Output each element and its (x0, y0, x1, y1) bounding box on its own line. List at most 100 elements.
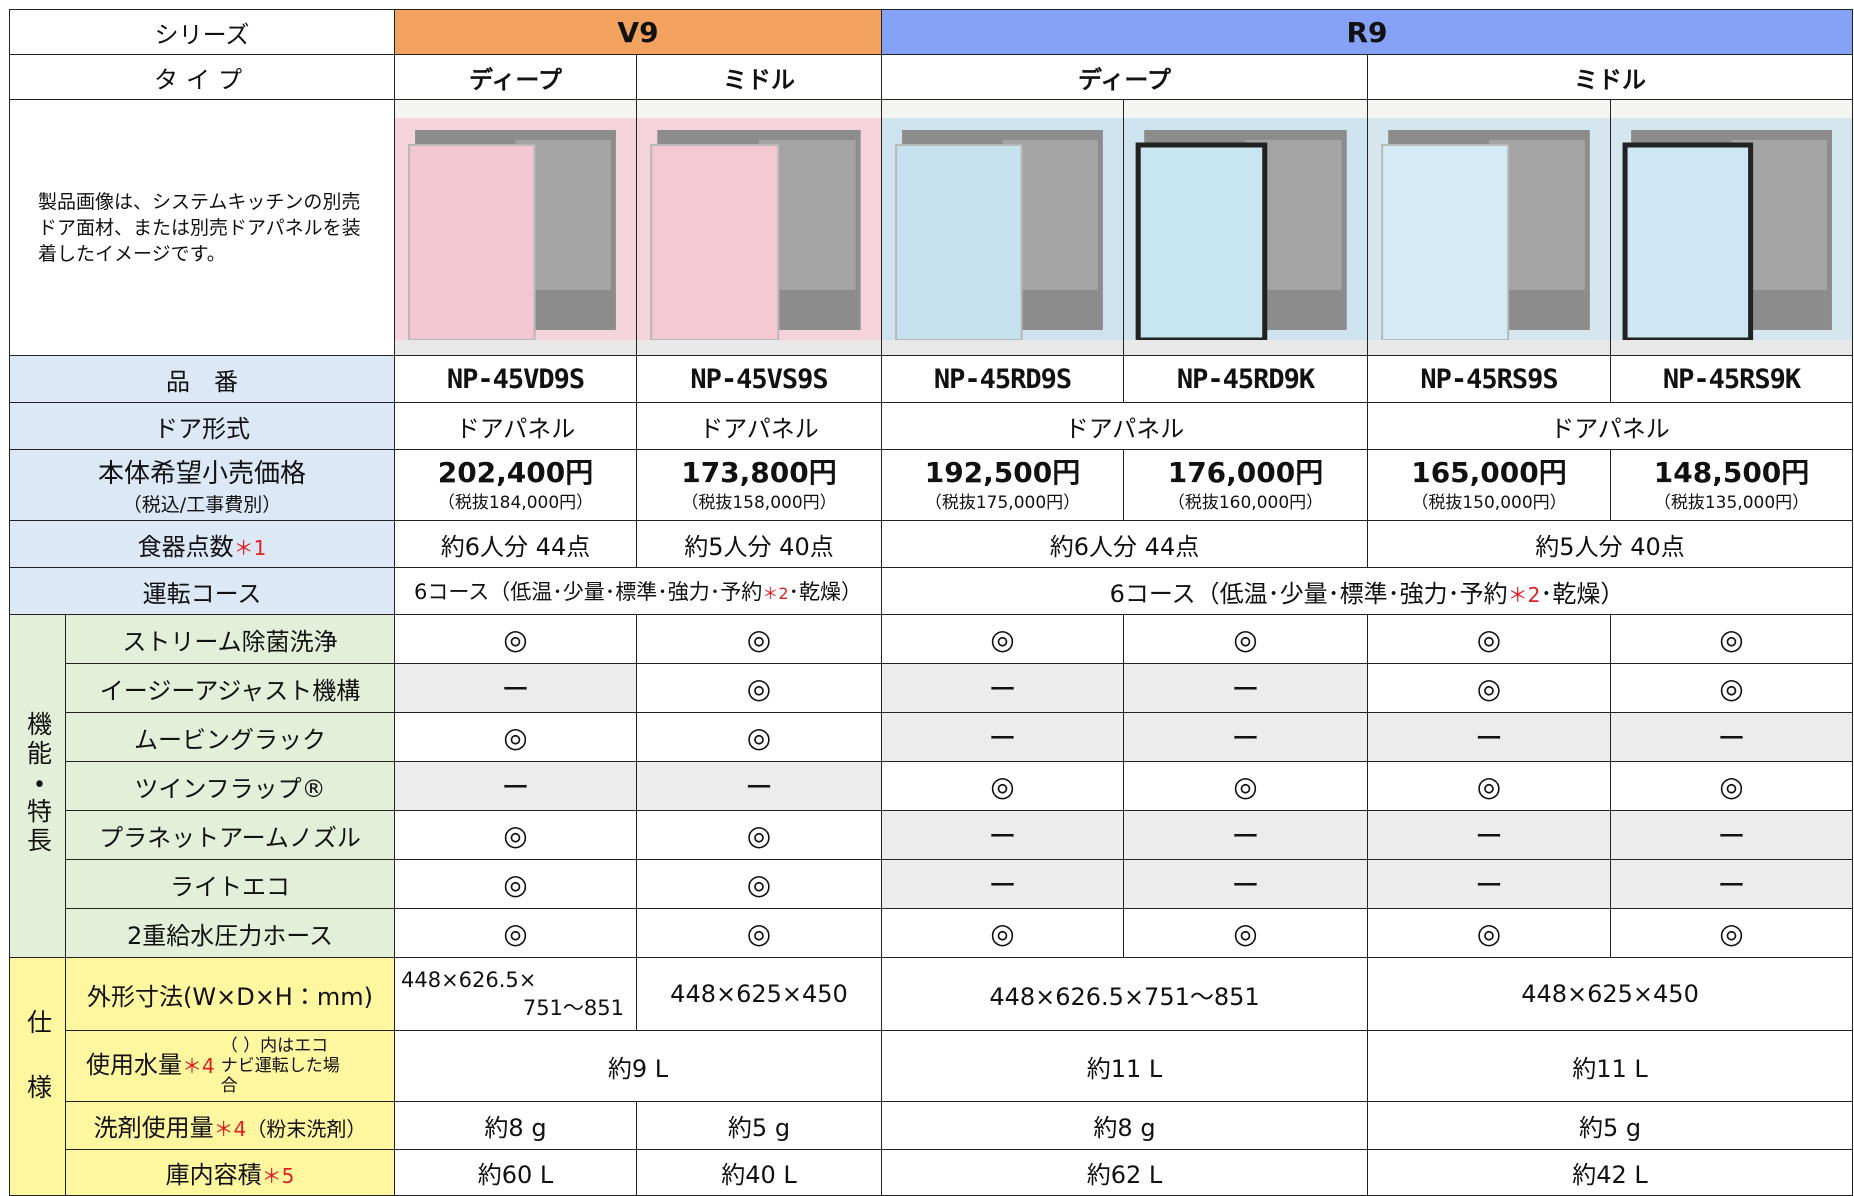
dish: 約5人分 40点 (636, 520, 882, 568)
label: 食器点数 (137, 532, 234, 561)
feature-mark: ー (1123, 663, 1368, 713)
price-sublabel: （税込/工事費別） (122, 494, 282, 516)
feature-mark: ◎ (1367, 761, 1611, 811)
feature-mark: ◎ (394, 859, 637, 909)
feature-mark: ◎ (636, 859, 882, 909)
price: 165,000円 (1411, 455, 1567, 489)
row-label: 洗剤使用量＊4（粉末洗剤） (65, 1101, 395, 1150)
course: 6コース（低温･少量･標準･強力･予約＊2･乾燥） (880, 567, 1854, 615)
price-excl: （税抜135,000円） (1653, 492, 1810, 513)
dish: 約6人分 44点 (394, 520, 637, 568)
water: 約11 L (1366, 1030, 1854, 1102)
feature-mark: ◎ (394, 810, 637, 860)
feature-mark: ◎ (636, 712, 882, 762)
price-cell: 176,000円 （税抜160,000円） (1123, 449, 1368, 521)
product-image (881, 99, 1124, 356)
door: ドアパネル (881, 402, 1368, 450)
row-label: ライトエコ (65, 859, 395, 909)
feature-mark: ー (394, 761, 637, 811)
feature-mark: ◎ (1123, 761, 1368, 811)
type: ディープ (394, 54, 637, 100)
product-image (394, 99, 637, 356)
size: 448×625×450 (1366, 957, 1854, 1031)
feature-row: 2重給水圧力ホース ◎ ◎ ◎ ◎ ◎ ◎ (10, 908, 1854, 958)
feature-mark: ◎ (636, 614, 882, 664)
course-text: ･乾燥） (788, 580, 863, 604)
price: 148,500円 (1653, 455, 1810, 489)
series-header: V9 (394, 9, 882, 55)
row-label: ムービングラック (65, 712, 395, 762)
product-image (1123, 99, 1368, 356)
feature-mark: ◎ (1367, 908, 1611, 958)
label: 洗剤使用量 (93, 1114, 214, 1142)
door: ドアパネル (636, 402, 882, 450)
capacity: 約42 L (1366, 1149, 1854, 1196)
feature-row: ライトエコ ◎ ◎ ーーーー (10, 859, 1854, 909)
feature-mark: ◎ (636, 663, 882, 713)
series-header: R9 (880, 9, 1854, 55)
type: ミドル (1366, 54, 1854, 100)
capacity: 約60 L (394, 1149, 637, 1196)
feature-mark: ー (1367, 859, 1611, 909)
price: 173,800円 (681, 455, 837, 489)
feature-mark: ◎ (394, 712, 637, 762)
feature-mark: ー (636, 761, 882, 811)
type: ディープ (881, 54, 1368, 100)
group-label: 仕様 (9, 957, 66, 1196)
suffix: （粉末洗剤） (246, 1117, 367, 1141)
row-label: プラネットアームノズル (65, 810, 395, 860)
feature-mark: ー (1609, 810, 1854, 860)
row-label: 品 番 (9, 355, 395, 403)
row-label: 使用水量＊4（ ）内はエコナビ運転した場合 (65, 1030, 395, 1102)
group-label: 機能・特長 (9, 614, 66, 958)
feature-mark: ー (1609, 712, 1854, 762)
feature-row: プラネットアームノズル ◎ ◎ ーーーー (10, 810, 1854, 860)
price-label: 本体希望小売価格 (97, 459, 306, 489)
feature-mark: ー (881, 663, 1124, 713)
product-image (1367, 99, 1611, 356)
feature-mark: ◎ (1609, 761, 1854, 811)
feature-mark: ー (1123, 712, 1368, 762)
door: ドアパネル (394, 402, 637, 450)
feature-mark: ◎ (1367, 614, 1611, 664)
feature-mark: ◎ (881, 614, 1124, 664)
note-mark: ＊2 (762, 584, 789, 603)
feature-row: イージーアジャスト機構ー ◎ ーー ◎ ◎ (10, 663, 1854, 713)
size-line: 751～851 (522, 996, 624, 1020)
feature-mark: ー (1367, 810, 1611, 860)
course-text: 6コース（低温･少量･標準･強力･予約 (414, 580, 763, 604)
model: NP-45RS9S (1367, 355, 1611, 403)
series-label: シリーズ (9, 9, 395, 55)
feature-mark: ◎ (636, 908, 882, 958)
feature-mark: ◎ (1123, 908, 1368, 958)
course-text: ･乾燥） (1540, 579, 1625, 608)
price-cell: 192,500円 （税抜175,000円） (881, 449, 1124, 521)
image-note: 製品画像は、システムキッチンの別売ドア面材、または別売ドアパネルを装着したイメー… (9, 99, 395, 356)
product-illustration (882, 100, 1123, 355)
capacity: 約40 L (636, 1149, 882, 1196)
group-text: 機能・特長 (23, 710, 53, 856)
feature-mark: ◎ (636, 810, 882, 860)
row-label: 食器点数＊1 (9, 520, 395, 568)
capacity: 約62 L (881, 1149, 1368, 1196)
feature-mark: ー (1123, 859, 1368, 909)
row-label: ドア形式 (9, 402, 395, 450)
product-illustration (1124, 100, 1367, 355)
model: NP-45VD9S (394, 355, 637, 403)
feature-mark: ◎ (881, 908, 1124, 958)
water: 約11 L (881, 1030, 1368, 1102)
feature-mark: ー (1367, 712, 1611, 762)
detergent: 約8 g (881, 1101, 1368, 1150)
water: 約9 L (394, 1030, 882, 1102)
door: ドアパネル (1366, 402, 1854, 450)
note-mark: ＊4 (213, 1117, 247, 1141)
note-mark: ＊2 (1507, 582, 1541, 607)
feature-row: 機能・特長 ストリーム除菌洗浄 ◎ ◎ ◎ ◎ ◎ ◎ (9, 614, 1854, 958)
detergent: 約8 g (394, 1101, 637, 1150)
label: 庫内容積 (165, 1161, 262, 1189)
row-label: 運転コース (9, 567, 395, 615)
price-cell: 148,500円 （税抜135,000円） (1609, 449, 1854, 521)
feature-mark: ー (1123, 810, 1368, 860)
row-label: ツインフラップ® (65, 761, 395, 811)
note-mark: ＊5 (261, 1164, 295, 1188)
